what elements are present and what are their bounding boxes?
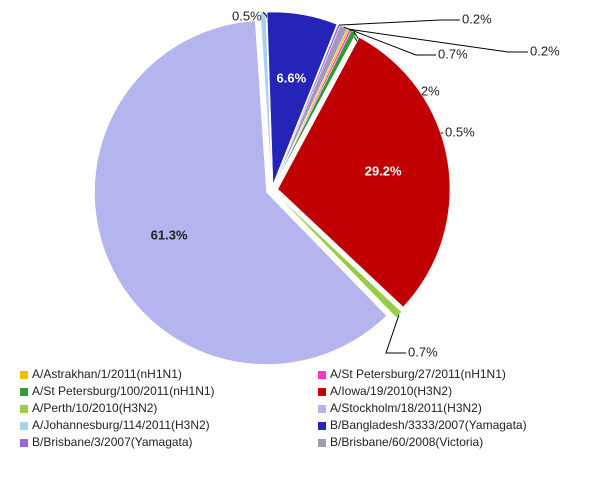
legend-swatch bbox=[20, 405, 28, 413]
legend-swatch bbox=[20, 371, 28, 379]
legend-swatch bbox=[20, 439, 28, 447]
legend-label: A/Perth/10/2010(H3N2) bbox=[32, 401, 157, 415]
data-label: 0.7% bbox=[408, 344, 438, 359]
legend-label: B/Bangladesh/3333/2007(Yamagata) bbox=[330, 418, 527, 432]
legend-label: A/Astrakhan/1/2011(nH1N1) bbox=[32, 367, 182, 381]
legend-swatch bbox=[318, 388, 326, 396]
legend-swatch bbox=[20, 388, 28, 396]
data-label: 29.2% bbox=[365, 163, 402, 178]
legend-label: A/Johannesburg/114/2011(H3N2) bbox=[32, 418, 210, 432]
pie-slice bbox=[277, 37, 451, 308]
legend-swatch bbox=[318, 422, 326, 430]
data-label: 0.5% bbox=[445, 124, 475, 139]
legend-label: A/Stockholm/18/2011(H3N2) bbox=[330, 401, 482, 415]
data-label: 0.5% bbox=[232, 8, 262, 23]
leader-line bbox=[348, 28, 528, 53]
leader-line bbox=[385, 314, 406, 354]
data-label: 0.7% bbox=[438, 46, 468, 61]
legend-label: A/St Petersburg/100/2011(nH1N1) bbox=[32, 384, 215, 398]
legend-label: B/Brisbane/60/2008(Victoria) bbox=[330, 435, 483, 449]
data-label: 61.3% bbox=[151, 227, 188, 242]
data-label: 6.6% bbox=[277, 70, 307, 85]
pie-slice bbox=[266, 11, 338, 185]
legend-swatch bbox=[20, 422, 28, 430]
data-label: 0.2% bbox=[462, 11, 492, 26]
legend-label: A/Iowa/19/2010(H3N2) bbox=[330, 384, 452, 398]
data-label: 0.2% bbox=[530, 43, 560, 58]
legend-label: A/St Petersburg/27/2011(nH1N1) bbox=[330, 367, 506, 381]
legend-swatch bbox=[318, 439, 326, 447]
leader-line bbox=[339, 19, 460, 26]
legend-swatch bbox=[318, 405, 326, 413]
leader-line bbox=[343, 26, 436, 56]
legend-label: B/Brisbane/3/2007(Yamagata) bbox=[32, 435, 193, 449]
pie-slice bbox=[274, 30, 357, 185]
pie-slice bbox=[94, 20, 387, 365]
legend-swatch bbox=[318, 371, 326, 379]
pie-slice bbox=[260, 11, 272, 185]
